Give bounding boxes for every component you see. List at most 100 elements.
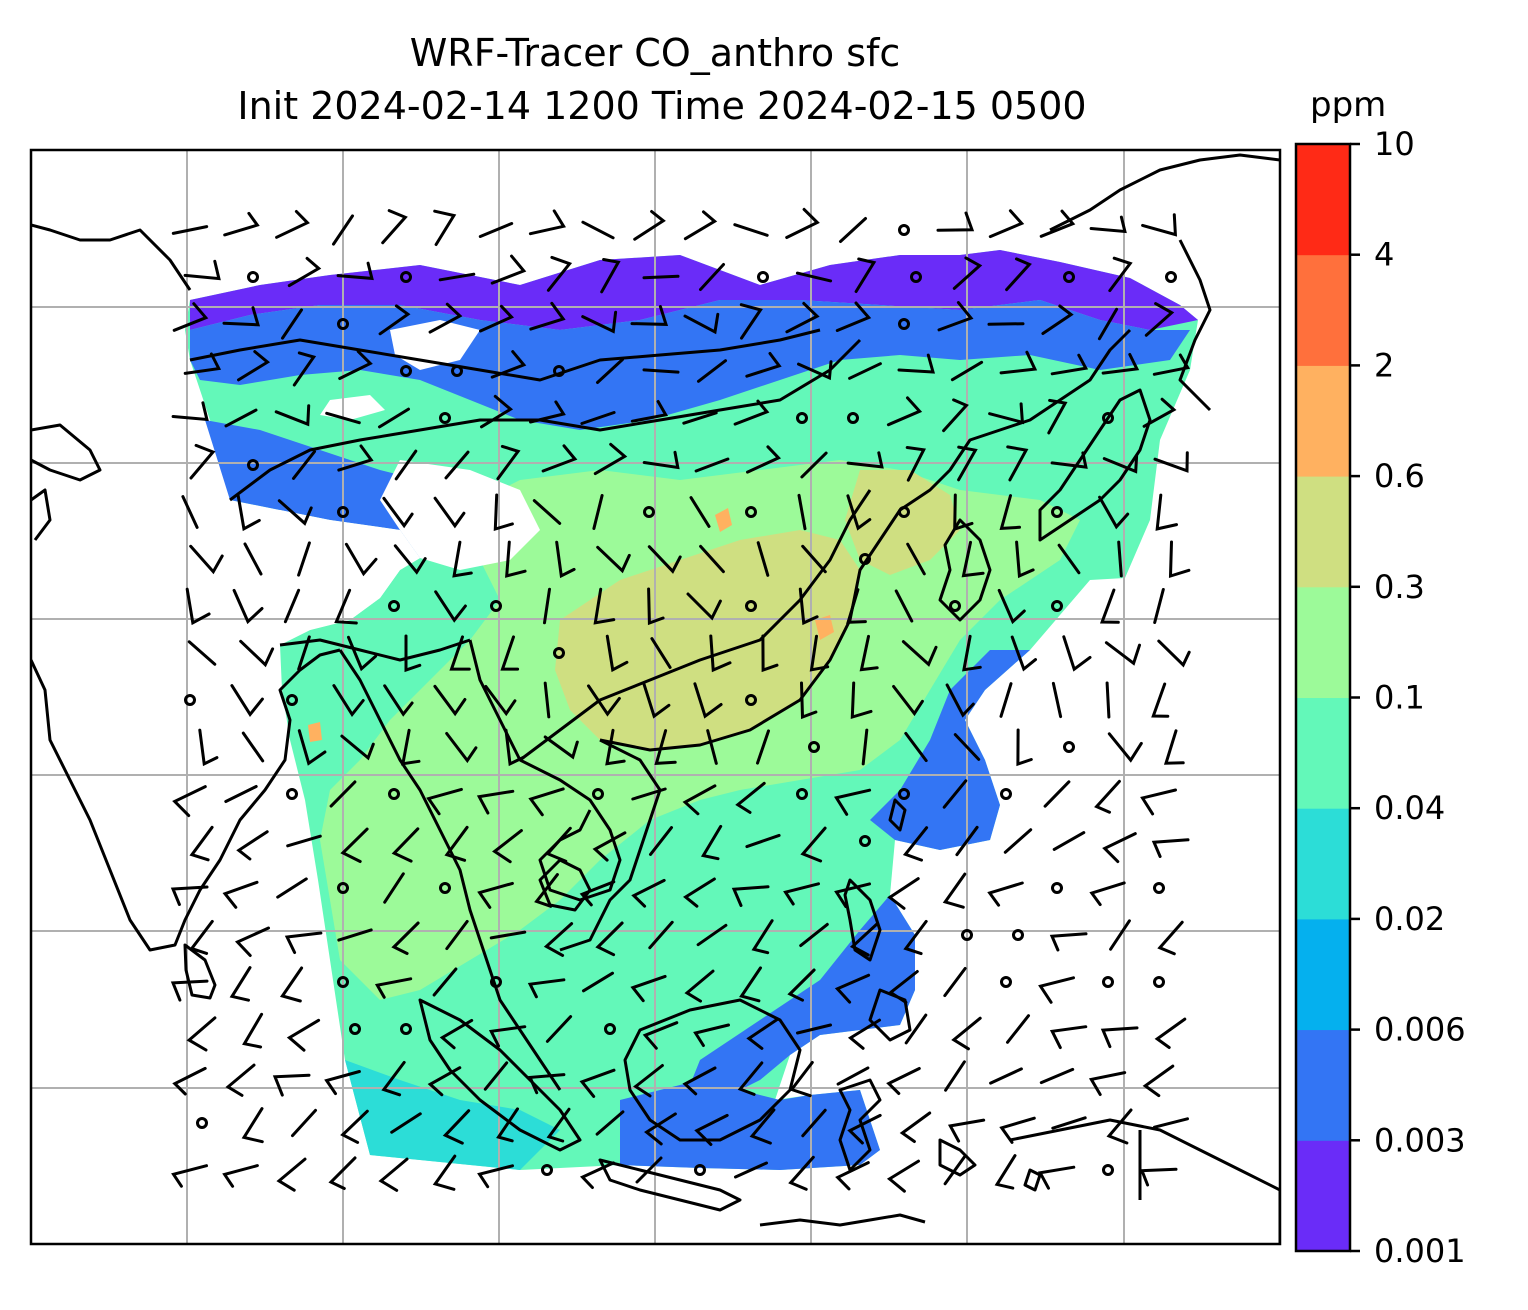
- wind-barb: [1109, 919, 1131, 951]
- colorbar-swatch: [1296, 586, 1350, 698]
- wind-barb: [1049, 932, 1088, 952]
- colorbar-swatch: [1296, 918, 1350, 1031]
- colorbar-tick-label: 4: [1374, 236, 1394, 274]
- wind-barb: [340, 734, 375, 761]
- coast-himalaya: [279, 638, 471, 662]
- wind-barb: [241, 1107, 264, 1144]
- wind-barb: [846, 494, 872, 531]
- wind-barb: [1102, 454, 1139, 474]
- wind-barb: [953, 493, 974, 532]
- coast-srilanka: [183, 943, 217, 1000]
- wind-barb: [945, 683, 975, 718]
- title-line-1: WRF-Tracer CO_anthro sfc: [410, 31, 901, 75]
- wind-barb: [809, 634, 830, 672]
- coast-new-guinea: [1009, 1118, 1280, 1244]
- calm-wind-marker: [1102, 976, 1114, 988]
- wind-barb: [543, 922, 574, 957]
- wind-barb: [1151, 682, 1170, 718]
- calm-wind-marker: [184, 694, 196, 706]
- calm-wind-marker: [898, 318, 910, 330]
- field-hotspot-3: [308, 722, 322, 742]
- wind-barb: [942, 398, 969, 433]
- wind-barb: [1041, 304, 1074, 335]
- wind-barb: [284, 931, 323, 954]
- calm-wind-marker: [247, 459, 259, 471]
- wind-barb: [236, 830, 269, 861]
- calm-wind-marker: [337, 976, 349, 988]
- wind-barb: [393, 544, 427, 575]
- calm-wind-marker: [1000, 976, 1012, 988]
- wind-barb: [325, 411, 361, 425]
- wind-barb: [382, 496, 414, 529]
- wind-barb: [222, 1164, 259, 1188]
- wind-barb: [225, 1063, 256, 1097]
- wind-barb: [374, 977, 413, 999]
- wind-barb: [337, 444, 374, 472]
- wind-barb: [427, 1066, 462, 1097]
- wind-barb: [800, 681, 818, 720]
- wind-barb: [631, 878, 666, 908]
- wind-barb: [1151, 838, 1190, 858]
- calm-wind-marker: [757, 271, 769, 283]
- wind-barb: [835, 301, 872, 332]
- wind-barb: [892, 685, 924, 717]
- wind-barb: [337, 928, 373, 942]
- wind-barb: [903, 919, 928, 956]
- wind-barb: [733, 223, 769, 237]
- wind-barb: [334, 588, 358, 625]
- wind-barb: [477, 1164, 514, 1189]
- wind-barb: [1050, 451, 1088, 469]
- colorbar-swatch: [1296, 697, 1350, 809]
- wind-barbs: [170, 207, 1191, 1193]
- wind-barb: [999, 1116, 1036, 1144]
- wind-barb: [699, 544, 725, 574]
- calm-wind-marker: [490, 976, 502, 988]
- wind-barb: [489, 930, 527, 940]
- wind-barb: [1107, 732, 1143, 763]
- wind-barb: [1168, 540, 1191, 579]
- wind-barb: [684, 969, 715, 1003]
- wind-barb: [801, 544, 827, 574]
- wind-barb: [276, 1157, 307, 1192]
- wind-barb: [433, 684, 467, 717]
- wind-barb: [886, 1067, 921, 1095]
- wind-barb: [801, 1108, 827, 1138]
- wind-barb: [378, 304, 411, 336]
- coast-caspian-north: [31, 223, 192, 291]
- wind-barb: [189, 825, 214, 862]
- wind-barb: [988, 209, 1025, 239]
- wind-barb: [596, 545, 631, 574]
- wind-barb: [1051, 681, 1063, 719]
- wind-barb: [683, 312, 720, 335]
- wind-barb: [286, 1018, 321, 1052]
- wind-barb: [1057, 543, 1081, 575]
- colorbar-swatch: [1296, 808, 1350, 920]
- wind-barb: [492, 829, 523, 864]
- colorbar-swatch: [1296, 144, 1350, 256]
- wind-barb: [649, 826, 673, 856]
- wind-barb: [545, 1015, 573, 1043]
- co-concentration-field: [185, 250, 1198, 1170]
- wind-barb: [383, 684, 414, 717]
- wind-barb: [650, 637, 672, 669]
- wind-barb: [1153, 1117, 1189, 1129]
- calm-wind-marker: [1051, 600, 1063, 612]
- wind-barb: [955, 825, 979, 857]
- wind-barb: [1047, 398, 1068, 435]
- wind-barb: [505, 540, 527, 578]
- wind-barb: [952, 256, 983, 290]
- wind-barb: [1038, 976, 1075, 1004]
- wind-barb: [683, 877, 716, 908]
- wind-barb: [700, 824, 723, 861]
- wind-barb: [381, 1060, 406, 1097]
- wind-barb: [324, 1070, 361, 1096]
- wind-barb: [444, 825, 469, 862]
- wind-barb: [445, 919, 469, 951]
- wind-barb: [332, 684, 365, 717]
- wind-barb: [527, 1073, 566, 1095]
- map-frame: [29, 148, 1282, 1246]
- wind-barb: [292, 450, 316, 480]
- wind-barb: [633, 1064, 664, 1098]
- wind-barb: [1099, 588, 1120, 624]
